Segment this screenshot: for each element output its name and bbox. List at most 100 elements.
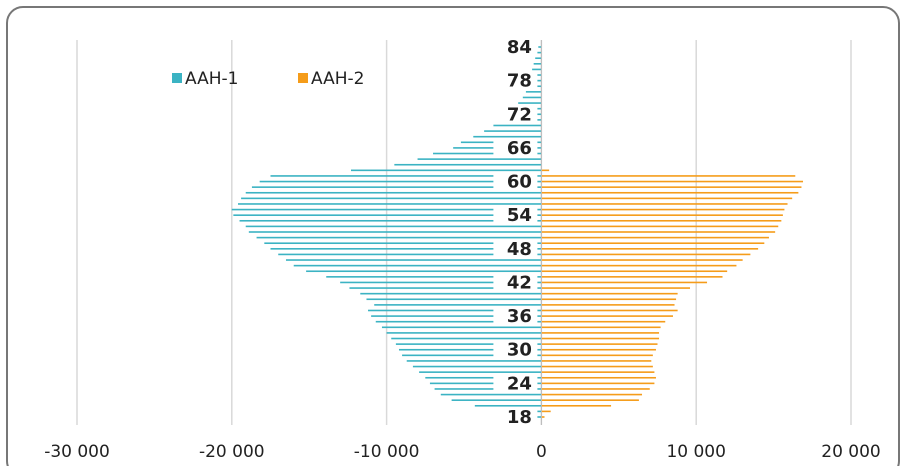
bar xyxy=(417,158,542,160)
label-bg xyxy=(493,306,538,327)
y-tick-label: 72 xyxy=(507,104,532,125)
bar xyxy=(541,337,660,340)
bar xyxy=(518,102,542,104)
bar xyxy=(541,287,691,289)
bar xyxy=(402,354,542,357)
bar xyxy=(451,399,542,401)
y-tick-label: 42 xyxy=(507,272,532,293)
bar xyxy=(541,388,650,390)
bar xyxy=(541,404,612,407)
bar xyxy=(536,51,542,54)
label-bg xyxy=(493,238,538,259)
bar xyxy=(535,57,542,60)
label-bg xyxy=(493,407,538,427)
bar xyxy=(541,169,550,172)
bar xyxy=(270,248,542,250)
bar xyxy=(541,197,793,200)
bar xyxy=(412,365,542,368)
bar xyxy=(541,281,708,284)
bar xyxy=(349,287,542,289)
bar xyxy=(541,180,804,183)
y-tick-label: 24 xyxy=(507,373,532,394)
bar xyxy=(326,276,542,278)
bar xyxy=(541,248,759,250)
label-bg xyxy=(493,104,538,125)
x-tick-label: 10 000 xyxy=(666,442,725,462)
y-tick-label: 66 xyxy=(507,138,532,159)
bar xyxy=(245,191,542,194)
bar xyxy=(398,348,542,351)
bar xyxy=(484,130,542,132)
bar xyxy=(541,304,675,306)
legend-swatch xyxy=(172,73,182,83)
bar xyxy=(541,365,653,368)
bar xyxy=(541,175,796,177)
bar xyxy=(541,231,776,233)
bar xyxy=(541,399,639,401)
bar xyxy=(237,203,542,205)
label-bg xyxy=(493,373,538,394)
bar xyxy=(541,259,743,261)
bar xyxy=(395,343,542,345)
bar xyxy=(239,219,542,222)
bar xyxy=(541,382,655,385)
bar xyxy=(541,298,677,301)
bar xyxy=(374,304,542,306)
x-tick-label: -20 000 xyxy=(199,442,265,462)
bar xyxy=(360,292,542,295)
bar xyxy=(293,264,542,267)
bar xyxy=(541,348,656,351)
bar xyxy=(541,332,660,334)
bar xyxy=(429,382,542,385)
legend-label: AAH-1 xyxy=(185,69,238,89)
bar xyxy=(541,203,788,205)
y-tick-label: 48 xyxy=(507,239,532,260)
label-bg xyxy=(493,70,538,91)
bar xyxy=(533,63,542,65)
y-tick-label: 30 xyxy=(507,340,532,361)
bar xyxy=(541,214,783,216)
bar xyxy=(251,186,542,188)
bar xyxy=(285,259,542,261)
bar xyxy=(366,298,542,301)
bar xyxy=(541,309,678,312)
x-tick-label: -10 000 xyxy=(354,442,420,462)
bar xyxy=(541,393,643,396)
label-bg xyxy=(493,171,538,192)
y-tick-label: 78 xyxy=(507,71,532,92)
bar xyxy=(406,360,542,362)
label-bg xyxy=(493,137,538,158)
label-bg xyxy=(493,339,538,360)
bar xyxy=(522,96,542,99)
bar xyxy=(541,270,728,273)
bar xyxy=(525,91,542,93)
y-tick-label: 84 xyxy=(507,37,532,58)
bar xyxy=(233,214,542,216)
bar xyxy=(381,326,542,329)
bar xyxy=(532,68,542,71)
bar xyxy=(541,371,655,373)
legend-swatch xyxy=(298,73,308,83)
x-tick-label: -30 000 xyxy=(44,442,110,462)
bar xyxy=(541,219,782,222)
bar xyxy=(306,270,542,273)
bar xyxy=(371,315,542,317)
bar xyxy=(245,225,542,228)
bar xyxy=(541,264,737,267)
y-tick-label: 54 xyxy=(507,205,532,226)
bar xyxy=(541,416,545,418)
bar xyxy=(256,236,542,239)
bar xyxy=(394,163,542,166)
y-tick-label: 36 xyxy=(507,306,532,327)
legend-label: AAH-2 xyxy=(311,69,364,89)
bar xyxy=(541,253,751,256)
bar xyxy=(264,242,542,245)
bar xyxy=(541,410,551,413)
bar xyxy=(474,404,542,407)
bar xyxy=(425,376,542,379)
bar xyxy=(541,242,765,245)
bar xyxy=(541,360,652,362)
bar xyxy=(270,175,542,177)
bar xyxy=(493,124,542,127)
x-tick-label: 20 000 xyxy=(821,442,880,462)
